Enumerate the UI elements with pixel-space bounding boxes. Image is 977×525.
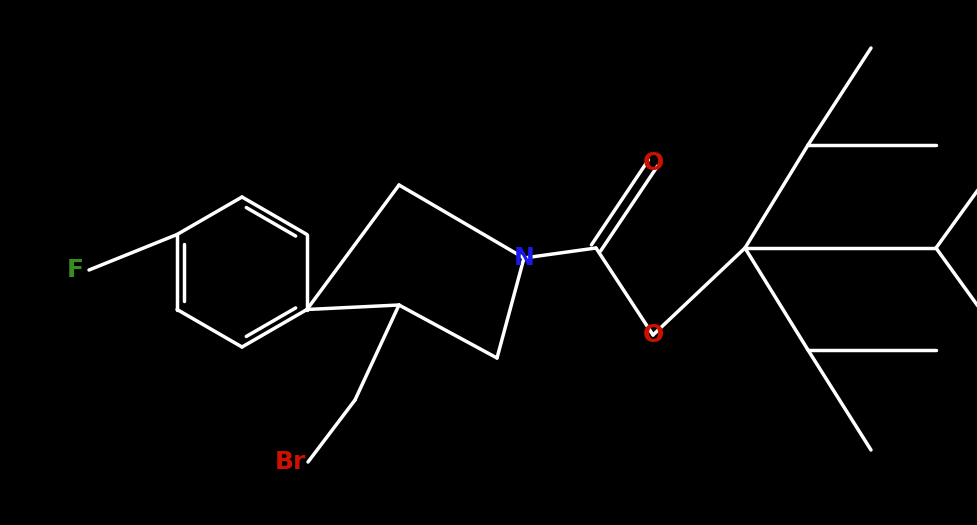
Text: Br: Br — [275, 450, 306, 474]
Text: O: O — [642, 151, 663, 175]
Text: O: O — [642, 323, 663, 347]
Text: F: F — [66, 258, 83, 282]
Text: N: N — [514, 246, 534, 270]
